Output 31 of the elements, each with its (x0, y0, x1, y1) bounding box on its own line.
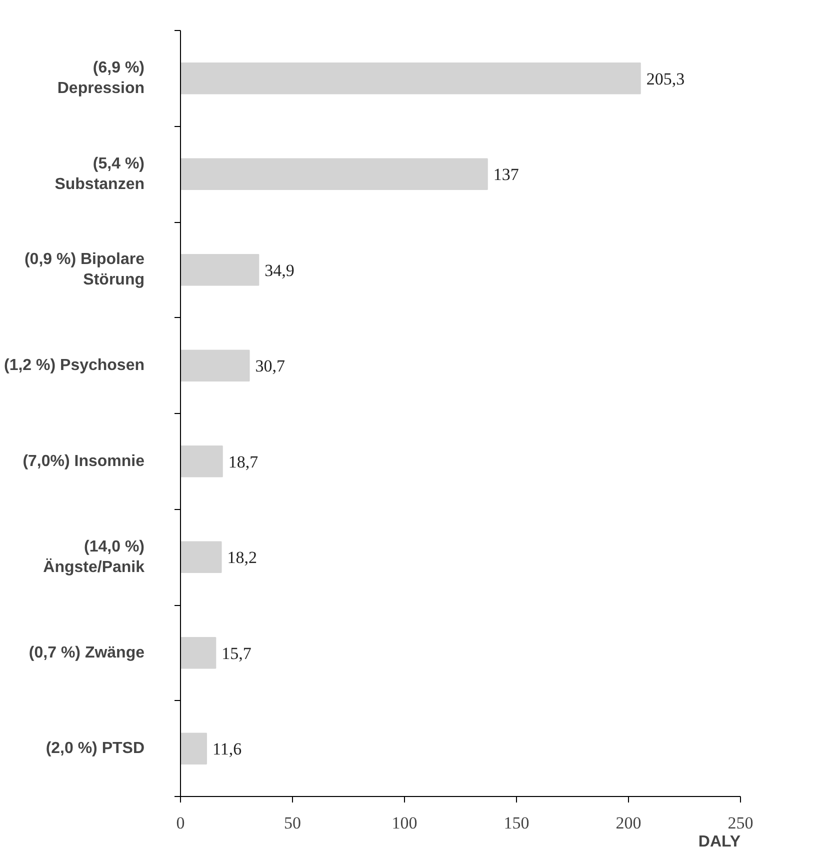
data-label: 11,6 (212, 740, 242, 759)
x-tick-label: 200 (616, 814, 642, 832)
data-label: 137 (493, 165, 520, 184)
bar (180, 637, 216, 669)
x-tick-label: 150 (504, 814, 530, 832)
x-tick-label: 0 (176, 814, 185, 832)
data-label: 15,7 (222, 644, 252, 663)
y-tick-label: (0,9 %) Bipolare Störung (24, 251, 145, 289)
data-label: 18,2 (227, 548, 258, 568)
data-label: 18,7 (228, 452, 259, 472)
bar (180, 732, 207, 764)
x-tick-label: 250 (728, 814, 754, 832)
bar (180, 158, 488, 190)
x-tick-label: 50 (284, 814, 301, 832)
bar (180, 350, 250, 382)
data-label: 205,3 (646, 69, 685, 88)
x-axis-title: DALY (698, 834, 741, 850)
data-label: 30,7 (255, 356, 286, 376)
y-tick-label: (5,4 %) Substanzen (54, 155, 145, 193)
x-tick-label: 100 (392, 814, 418, 832)
bar (180, 541, 222, 573)
y-tick-label: (0,7 %) Zwänge (28, 644, 145, 662)
y-tick-label: (2,0 %) PTSD (46, 740, 144, 758)
data-label: 34,9 (264, 260, 294, 280)
y-tick-label: (7,0%) Insomnie (22, 452, 145, 470)
bar (180, 62, 641, 94)
y-tick-label: (6,9 %) Depression (57, 60, 145, 98)
y-tick-label: (1,2 %) Psychosen (4, 357, 144, 374)
bar (180, 254, 260, 286)
y-tick-label: (14,0 %) Ängste/Panik (43, 538, 145, 576)
bar (180, 446, 223, 478)
